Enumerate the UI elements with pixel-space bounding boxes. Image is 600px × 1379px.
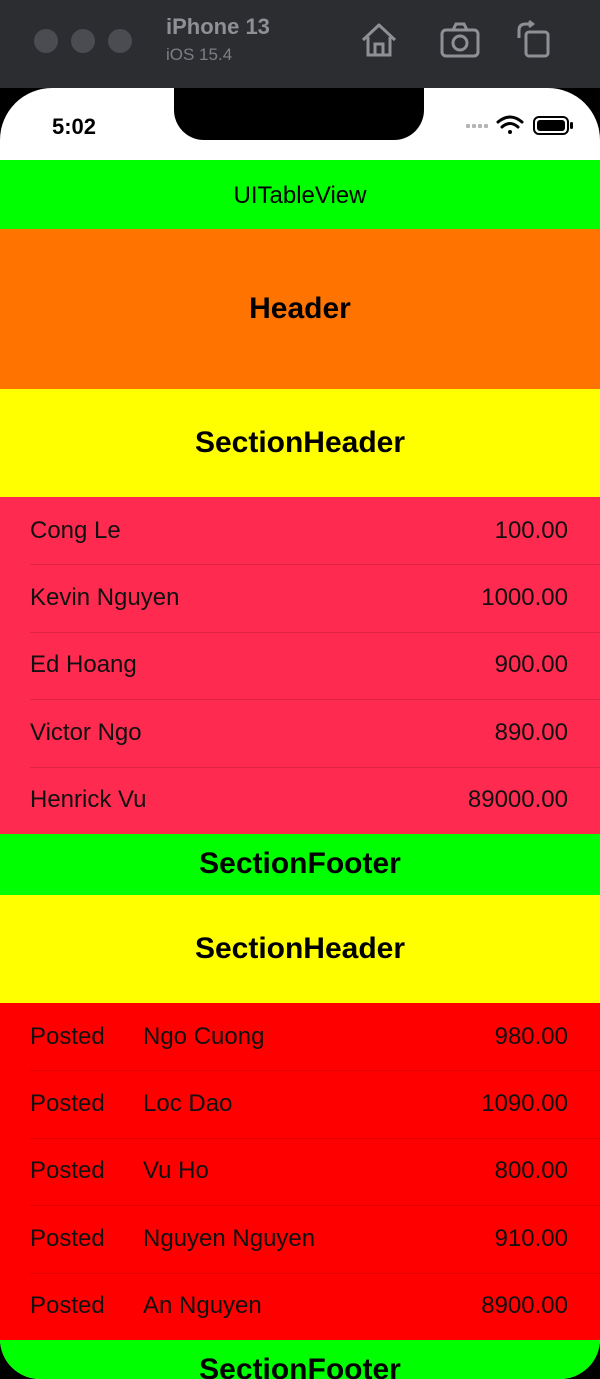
row-status: Posted — [30, 1157, 105, 1185]
row-status: Posted — [30, 1022, 105, 1050]
section-header-label: SectionHeader — [194, 426, 406, 459]
device-name: iPhone 13 — [166, 14, 270, 39]
row-name: An Nguyen — [143, 1292, 262, 1320]
row-name: Victor Ngo — [30, 718, 142, 746]
row-name: Vu Ho — [143, 1157, 209, 1185]
table-row[interactable]: Posted Loc Dao 1090.00 — [0, 1070, 600, 1137]
table-header-label: Header — [249, 292, 351, 325]
row-amount: 1090.00 — [481, 1090, 568, 1118]
row-name: Ngo Cuong — [143, 1022, 265, 1050]
row-amount: 100.00 — [494, 516, 568, 544]
row-amount: 1000.00 — [481, 584, 568, 612]
os-version: iOS 15.4 — [166, 45, 233, 64]
notch — [174, 88, 424, 140]
row-name: Loc Dao — [143, 1090, 233, 1118]
row-amount: 910.00 — [494, 1224, 568, 1252]
row-name: Nguyen Nguyen — [143, 1224, 316, 1252]
row-status: Posted — [30, 1224, 105, 1252]
table-row[interactable]: Victor Ngo 890.00 — [0, 699, 600, 766]
window-zoom-dot[interactable] — [108, 29, 132, 53]
row-status: Posted — [30, 1292, 105, 1320]
row-status: Posted — [30, 1090, 105, 1118]
table-row[interactable]: Posted Nguyen Nguyen 910.00 — [0, 1205, 600, 1272]
status-time: 5:02 — [52, 114, 97, 139]
screenshot-icon[interactable] — [440, 20, 480, 60]
table-view[interactable]: Header SectionHeader Cong Le 100.00 Kevi… — [0, 229, 600, 1379]
row-name: Henrick Vu — [30, 786, 147, 814]
navigation-bar: UITableView — [0, 160, 600, 229]
section-footer-label: SectionFooter — [199, 847, 401, 881]
row-name: Ed Hoang — [30, 651, 137, 679]
wifi-icon — [496, 115, 524, 134]
window-minimize-dot[interactable] — [71, 29, 95, 53]
table-row[interactable]: Cong Le 100.00 — [0, 497, 600, 564]
row-name: Kevin Nguyen — [30, 584, 180, 612]
phone-screen: 5:02 UITableView Header SectionHeader — [0, 88, 600, 1379]
row-amount: 8900.00 — [481, 1292, 568, 1320]
row-amount: 900.00 — [494, 651, 568, 679]
section-header: SectionHeader — [0, 894, 600, 1003]
table-row[interactable]: Posted Ngo Cuong 980.00 — [0, 1003, 600, 1070]
section-header: SectionHeader — [0, 389, 600, 497]
section-header-label: SectionHeader — [194, 931, 406, 965]
row-amount: 890.00 — [494, 718, 568, 746]
battery-icon — [533, 116, 573, 135]
home-icon[interactable] — [359, 20, 399, 60]
simulator-toolbar: iPhone 13 iOS 15.4 — [0, 0, 600, 88]
section-rows: Posted Ngo Cuong 980.00 Posted Loc Dao 1… — [0, 1002, 600, 1340]
cellular-icon — [466, 124, 488, 128]
section-rows: Cong Le 100.00 Kevin Nguyen 1000.00 Ed H… — [0, 497, 600, 834]
table-row[interactable]: Kevin Nguyen 1000.00 — [0, 564, 600, 631]
row-amount: 89000.00 — [467, 786, 568, 814]
section-footer: SectionFooter — [0, 1339, 600, 1379]
row-amount: 800.00 — [494, 1157, 568, 1185]
status-icons — [466, 115, 573, 135]
section-footer-label: SectionFooter — [199, 1353, 401, 1379]
table-row[interactable]: Ed Hoang 900.00 — [0, 631, 600, 699]
window-close-dot[interactable] — [34, 29, 58, 53]
row-name: Cong Le — [30, 516, 121, 544]
rotate-icon[interactable] — [514, 20, 554, 60]
table-row[interactable]: Henrick Vu 89000.00 — [0, 766, 600, 834]
nav-title: UITableView — [233, 181, 367, 209]
row-amount: 980.00 — [494, 1022, 568, 1050]
table-row[interactable]: Posted Vu Ho 800.00 — [0, 1137, 600, 1205]
section-footer: SectionFooter — [0, 833, 600, 895]
table-header: Header — [0, 229, 600, 389]
table-row[interactable]: Posted An Nguyen 8900.00 — [0, 1272, 600, 1340]
